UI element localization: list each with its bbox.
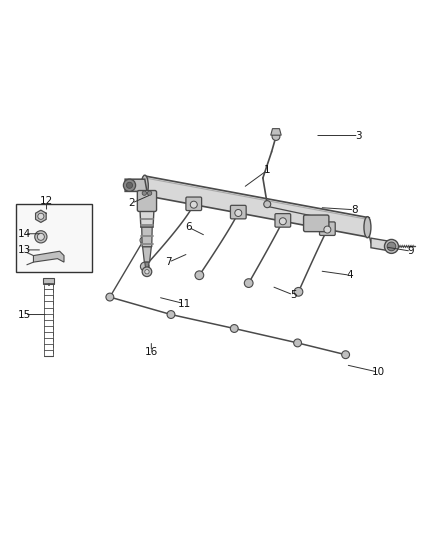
Text: 11: 11 [177,298,191,309]
Circle shape [272,133,280,140]
Text: 1: 1 [264,165,270,175]
Text: 13: 13 [18,245,32,255]
Ellipse shape [141,175,148,196]
Circle shape [37,233,44,240]
Text: 6: 6 [185,222,192,232]
Text: 2: 2 [128,198,135,208]
Circle shape [106,293,114,301]
Polygon shape [143,176,369,237]
Polygon shape [371,238,392,251]
Polygon shape [142,227,152,247]
Circle shape [35,231,47,243]
Text: 12: 12 [40,196,53,206]
FancyBboxPatch shape [230,205,246,219]
Circle shape [279,218,286,225]
Text: 9: 9 [408,246,414,256]
Text: 7: 7 [166,257,172,267]
FancyBboxPatch shape [275,214,291,227]
Polygon shape [33,251,64,262]
Circle shape [264,201,271,208]
Circle shape [244,279,253,287]
Ellipse shape [364,216,371,238]
Circle shape [235,209,242,216]
Text: 5: 5 [290,290,297,300]
Polygon shape [143,247,151,262]
Polygon shape [145,262,149,269]
FancyBboxPatch shape [186,197,201,211]
Polygon shape [35,210,46,222]
Circle shape [190,201,197,208]
Bar [16,204,92,272]
Circle shape [294,287,303,296]
Circle shape [293,339,301,347]
Polygon shape [140,210,154,227]
Text: 14: 14 [18,229,32,239]
Circle shape [145,270,149,274]
Circle shape [167,311,175,318]
Polygon shape [125,179,147,191]
Circle shape [38,213,44,220]
Text: 4: 4 [346,270,353,280]
Circle shape [195,271,204,280]
FancyBboxPatch shape [319,222,335,236]
Text: 10: 10 [372,367,385,377]
Text: 15: 15 [18,310,32,319]
Circle shape [324,226,331,233]
FancyBboxPatch shape [304,215,329,232]
Circle shape [148,191,152,195]
Bar [43,278,54,284]
Circle shape [140,237,147,244]
Circle shape [142,191,147,195]
Text: 3: 3 [355,131,362,141]
Circle shape [141,262,149,271]
Circle shape [342,351,350,359]
FancyBboxPatch shape [138,190,156,212]
Polygon shape [271,128,281,135]
Circle shape [142,267,152,277]
Text: 16: 16 [145,346,158,357]
Circle shape [127,182,133,188]
Circle shape [124,179,136,191]
Text: 8: 8 [351,205,358,215]
Circle shape [387,242,396,251]
Circle shape [230,325,238,333]
Circle shape [385,239,399,253]
